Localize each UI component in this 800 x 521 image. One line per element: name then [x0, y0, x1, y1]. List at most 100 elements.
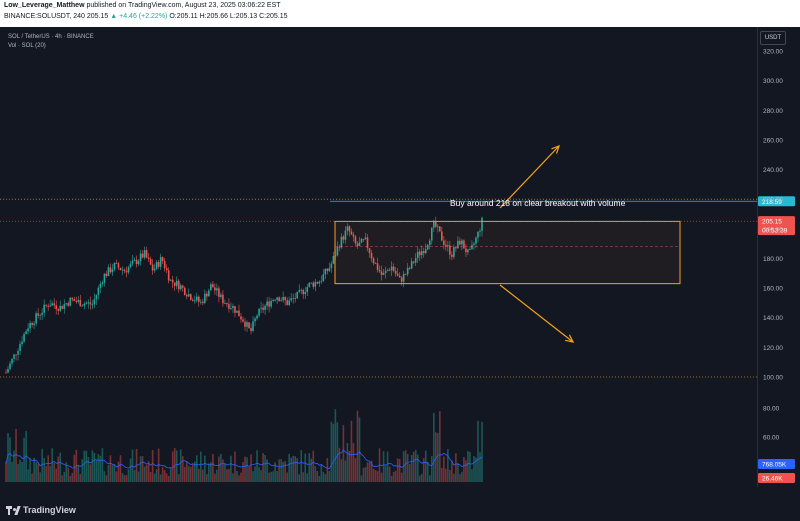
candle-body [428, 240, 431, 246]
volume-bar [167, 475, 170, 482]
volume-bar [453, 473, 455, 482]
volume-bar [278, 459, 280, 482]
candle-body [350, 231, 353, 235]
volume-bar [159, 474, 162, 482]
volume-bar [475, 457, 477, 482]
candle-body [469, 248, 471, 250]
volume-bar [348, 450, 351, 482]
candle-body [290, 298, 292, 301]
price-tick-label: 240.00 [763, 167, 783, 174]
tradingview-logo[interactable]: TradingView [6, 505, 76, 515]
candle-body [455, 247, 457, 249]
volume-bar [288, 453, 290, 482]
volume-bar [177, 474, 180, 482]
volume-bar [404, 450, 407, 482]
volume-bar [11, 461, 13, 482]
volume-bar [324, 474, 327, 482]
volume-ma-tag-bg [758, 459, 795, 469]
countdown-tag-bg [758, 225, 795, 236]
price-tick-label: 320.00 [763, 49, 783, 56]
candle-body [163, 261, 166, 269]
volume-bar [202, 469, 204, 482]
candle-body [202, 301, 204, 303]
candle-body [185, 294, 188, 297]
candle-body [47, 305, 49, 307]
price-tick-label: 280.00 [763, 108, 783, 115]
candle-body [262, 307, 264, 310]
arrow-down-right [499, 284, 574, 343]
candle-body [479, 230, 481, 232]
volume-bar [314, 466, 317, 482]
volume-bar [410, 454, 413, 482]
plot-area[interactable] [0, 27, 757, 487]
volume-bar [105, 475, 108, 482]
volume-ma-line [5, 449, 483, 469]
volume-bar [97, 454, 100, 482]
volume-bar [179, 449, 182, 482]
candle-body [173, 282, 176, 286]
price-tick-label: 120.00 [763, 345, 783, 352]
price-tick-label: 260.00 [763, 137, 783, 144]
candle-body [296, 291, 299, 299]
price-tick-label: 140.00 [763, 315, 783, 322]
volume-bar [220, 453, 222, 482]
volume-bar [187, 466, 190, 482]
candle-body [284, 297, 286, 301]
volume-bar [7, 433, 9, 482]
candle-body [200, 301, 202, 303]
drawings: Buy around 218 on clear breakout with vo… [0, 145, 795, 483]
volume-bar [246, 457, 248, 482]
candle-body [435, 221, 437, 227]
arrow-up-right [499, 145, 560, 209]
candle-body [105, 273, 108, 276]
volume-bar [103, 471, 106, 482]
candle-body [117, 263, 120, 268]
countdown-tag: 00:53:39 [762, 228, 788, 235]
author-name[interactable]: Low_Leverage_Matthew [4, 2, 85, 9]
volume-bar [322, 471, 325, 482]
volume-bar [113, 464, 116, 482]
candle-body [362, 238, 365, 240]
volume-bar [81, 459, 84, 482]
candle-body [175, 280, 178, 286]
volume-bar [328, 470, 331, 482]
candle-body [21, 341, 23, 344]
volume-bar [374, 470, 377, 482]
volume-bar [437, 432, 439, 482]
candle-body [422, 251, 425, 254]
candle-body [302, 289, 305, 295]
volume-bar [392, 471, 395, 482]
volume-bar [390, 475, 393, 482]
candle-body [418, 251, 421, 256]
candle-body [206, 293, 208, 297]
candle-body [191, 299, 194, 301]
publish-header: Low_Leverage_Matthew published on Tradin… [0, 0, 800, 27]
volume-bar [316, 470, 319, 482]
currency-button[interactable]: USDT [760, 31, 786, 45]
candle-body [318, 281, 321, 284]
volume-bar [318, 475, 321, 482]
candle-body [208, 290, 210, 297]
legend-volume[interactable]: Vol · SOL (20) [8, 43, 46, 49]
volume-bar [55, 468, 58, 482]
candle-body [250, 328, 252, 332]
price-axis[interactable] [757, 27, 800, 487]
candle-body [324, 268, 327, 275]
candle-body [222, 294, 224, 304]
volume-series [5, 409, 483, 482]
ohlc-change: ▲ +4.46 (+2.22%) [110, 13, 168, 20]
volume-bar [292, 455, 295, 482]
candle-body [332, 255, 335, 264]
candle-body [226, 303, 228, 305]
candle-body [67, 303, 70, 306]
candle-body [135, 259, 138, 265]
candle-body [129, 263, 132, 268]
candle-body [5, 372, 7, 374]
candle-body [477, 231, 479, 238]
legend-symbol[interactable]: SOL / TetherUS · 4h · BINANCE [8, 34, 94, 40]
volume-tick-label: 80.00 [763, 406, 780, 413]
candle-body [420, 251, 423, 256]
volume-bar [133, 470, 136, 482]
volume-bar [151, 450, 154, 482]
candle-body [346, 226, 349, 231]
